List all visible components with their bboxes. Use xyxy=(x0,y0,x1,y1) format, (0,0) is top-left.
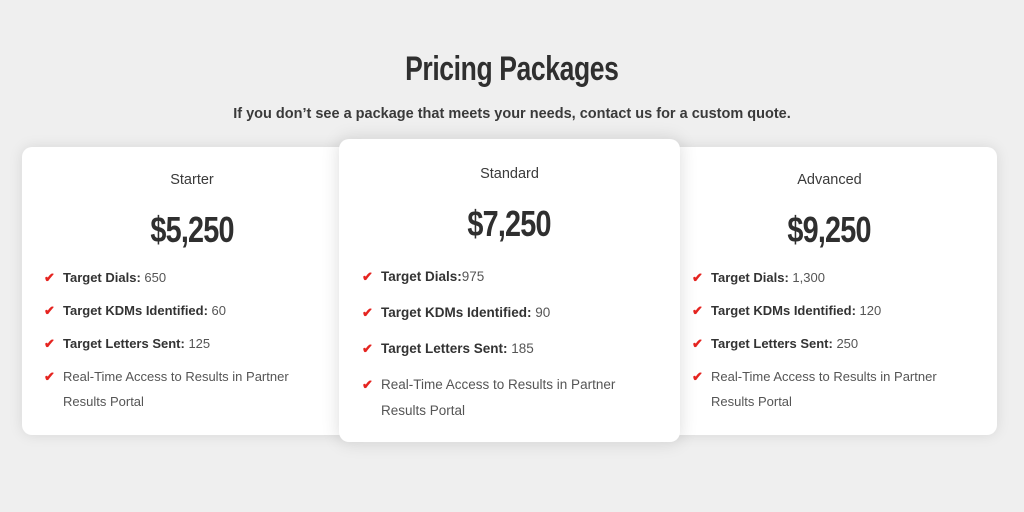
package-price-value: $9,250 xyxy=(787,209,872,250)
feature-item: ✔ Real-Time Access to Results in Partner … xyxy=(44,364,304,414)
package-price-value: $7,250 xyxy=(467,203,552,244)
feature-item: ✔ Target Dials: 1,300 xyxy=(692,265,952,290)
package-price: $5,250 xyxy=(22,209,362,251)
feature-value: 975 xyxy=(461,269,485,284)
feature-item: ✔ Target Letters Sent: 125 xyxy=(44,331,304,356)
feature-value: 650 xyxy=(140,270,167,285)
package-price-value: $5,250 xyxy=(150,209,234,250)
checkmark-icon: ✔ xyxy=(362,269,373,284)
page-title: Pricing Packages xyxy=(0,50,1024,89)
feature-item: ✔ Target KDMs Identified: 90 xyxy=(362,300,632,326)
feature-value: 60 xyxy=(207,303,227,318)
package-name: Advanced xyxy=(797,172,862,188)
feature-list: ✔ Target Dials: 1,300 ✔ Target KDMs Identif… xyxy=(692,265,952,422)
package-price: $7,250 xyxy=(339,203,680,245)
feature-value: 90 xyxy=(531,305,551,320)
checkmark-icon: ✔ xyxy=(362,305,373,320)
checkmark-icon: ✔ xyxy=(692,270,703,285)
feature-value: Real-Time Access to Results in Partner R… xyxy=(711,369,937,409)
page-title-text: Pricing Packages xyxy=(405,50,619,88)
package-name: Standard xyxy=(480,166,539,182)
feature-label: Target Letters Sent: xyxy=(711,336,833,351)
feature-item: ✔ Target KDMs Identified: 60 xyxy=(44,298,304,323)
feature-value: Real-Time Access to Results in Partner R… xyxy=(381,377,616,418)
checkmark-icon: ✔ xyxy=(44,336,55,351)
feature-item: ✔ Real-Time Access to Results in Partner … xyxy=(692,364,952,414)
feature-item: ✔ Target Letters Sent: 250 xyxy=(692,331,952,356)
feature-label: Target KDMs Identified: xyxy=(63,303,208,318)
feature-label: Target KDMs Identified: xyxy=(711,303,856,318)
feature-value: 125 xyxy=(184,336,211,351)
package-card-starter: Starter $5,250 ✔ Target Dials: 650 ✔ Target… xyxy=(22,147,362,435)
package-card-advanced: Advanced $9,250 ✔ Target Dials: 1,300 ✔ Tar… xyxy=(662,147,997,435)
checkmark-icon: ✔ xyxy=(44,270,55,285)
package-name: Starter xyxy=(170,172,214,188)
checkmark-icon: ✔ xyxy=(692,336,703,351)
feature-label: Target Dials: xyxy=(381,269,462,284)
feature-list: ✔ Target Dials:975 ✔ Target KDMs Identified… xyxy=(362,264,632,434)
feature-label: Target KDMs Identified: xyxy=(381,305,532,320)
feature-value: Real-Time Access to Results in Partner R… xyxy=(63,369,289,409)
checkmark-icon: ✔ xyxy=(692,369,703,384)
feature-label: Target Letters Sent: xyxy=(63,336,185,351)
checkmark-icon: ✔ xyxy=(44,303,55,318)
feature-item: ✔ Target Dials:975 xyxy=(362,264,632,290)
feature-value: 250 xyxy=(832,336,859,351)
checkmark-icon: ✔ xyxy=(362,377,373,392)
feature-value: 120 xyxy=(855,303,882,318)
feature-label: Target Dials: xyxy=(63,270,141,285)
feature-value: 1,300 xyxy=(788,270,825,285)
feature-value: 185 xyxy=(507,341,534,356)
feature-label: Target Dials: xyxy=(711,270,789,285)
feature-item: ✔ Real-Time Access to Results in Partner … xyxy=(362,372,632,424)
feature-item: ✔ Target Dials: 650 xyxy=(44,265,304,290)
feature-item: ✔ Target KDMs Identified: 120 xyxy=(692,298,952,323)
package-card-standard: Standard $7,250 ✔ Target Dials:975 ✔ Target… xyxy=(339,139,680,442)
page-subtitle: If you don’t see a package that meets yo… xyxy=(233,106,791,122)
feature-item: ✔ Target Letters Sent: 185 xyxy=(362,336,632,362)
feature-list: ✔ Target Dials: 650 ✔ Target KDMs Identifie… xyxy=(44,265,304,422)
feature-label: Target Letters Sent: xyxy=(381,341,508,356)
checkmark-icon: ✔ xyxy=(362,341,373,356)
checkmark-icon: ✔ xyxy=(44,369,55,384)
package-price: $9,250 xyxy=(662,209,997,251)
checkmark-icon: ✔ xyxy=(692,303,703,318)
